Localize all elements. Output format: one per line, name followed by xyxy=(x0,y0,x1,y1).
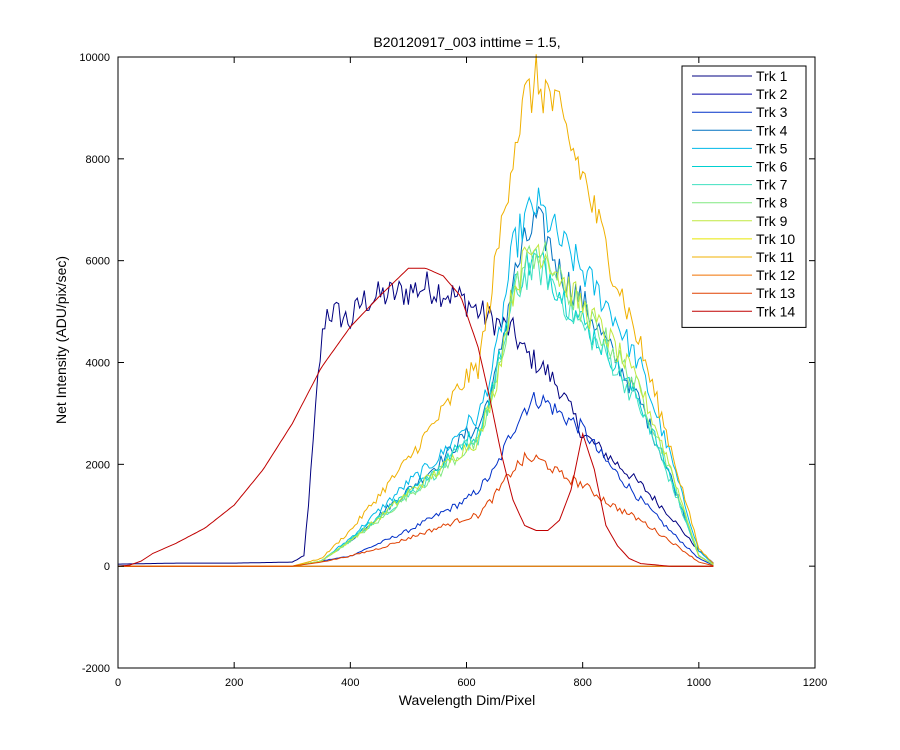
x-axis: 0 200 400 600 800 1000 1200 xyxy=(115,57,827,689)
y-axis: -2000 0 2000 4000 6000 8000 10000 xyxy=(79,52,815,675)
series-layer xyxy=(117,54,714,567)
legend-label: Trk 8 xyxy=(756,195,788,211)
legend-label: Trk 5 xyxy=(756,140,788,156)
series-line-14 xyxy=(117,267,714,567)
x-tick-label: 800 xyxy=(573,677,591,689)
legend-label: Trk 6 xyxy=(756,159,788,175)
x-axis-title: Wavelength Dim/Pixel xyxy=(399,692,535,708)
series-line-13 xyxy=(118,451,714,567)
x-tick-label: 400 xyxy=(341,677,359,689)
legend-label: Trk 10 xyxy=(756,231,795,247)
x-tick-label: 600 xyxy=(457,677,475,689)
y-tick-label: -2000 xyxy=(82,663,110,675)
y-tick-label: 6000 xyxy=(86,256,110,268)
x-tick-label: 200 xyxy=(225,677,243,689)
y-tick-label: 8000 xyxy=(86,154,110,166)
legend-label: Trk 7 xyxy=(756,177,788,193)
x-tick-label: 0 xyxy=(115,677,121,689)
legend-label: Trk 12 xyxy=(756,267,795,283)
y-tick-label: 0 xyxy=(104,561,110,573)
legend-label: Trk 4 xyxy=(756,122,788,138)
x-tick-label: 1000 xyxy=(687,677,711,689)
legend-label: Trk 3 xyxy=(756,104,788,120)
chart-title: B20120917_003 inttime = 1.5, xyxy=(373,34,560,50)
y-axis-title: Net Intensity (ADU/pix/sec) xyxy=(53,256,69,424)
legend-label: Trk 2 xyxy=(756,86,788,102)
series-line-1 xyxy=(118,271,714,565)
legend-label: Trk 9 xyxy=(756,213,788,229)
legend-label: Trk 11 xyxy=(756,249,794,265)
legend: Trk 1 Trk 2 Trk 3 Trk 4 Trk 5 Trk 6 Trk 7 Trk 8… xyxy=(681,65,807,328)
y-tick-label: 2000 xyxy=(86,459,110,471)
y-tick-label: 10000 xyxy=(79,52,110,64)
x-tick-label: 1200 xyxy=(803,677,827,689)
legend-label: Trk 13 xyxy=(756,285,795,301)
legend-label: Trk 1 xyxy=(756,68,788,84)
legend-box xyxy=(681,65,807,328)
legend-label: Trk 14 xyxy=(756,303,795,319)
y-tick-label: 4000 xyxy=(86,358,110,370)
